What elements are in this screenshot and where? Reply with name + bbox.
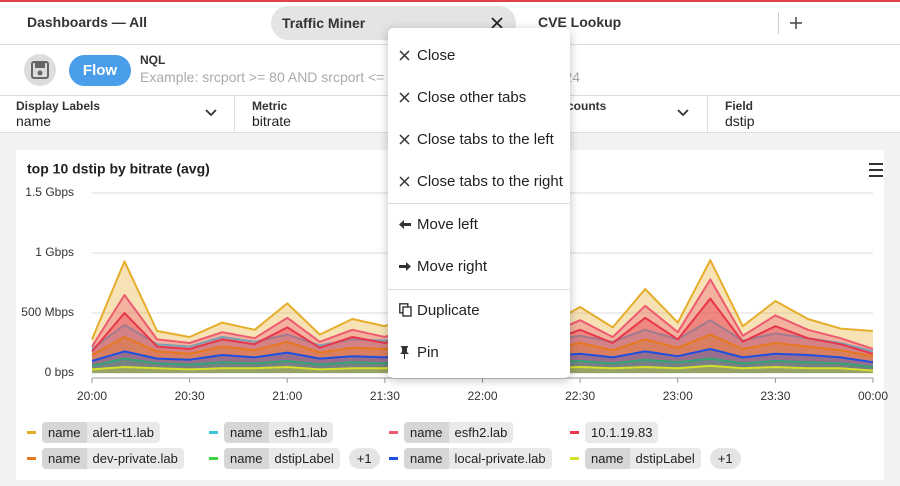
tab[interactable]: Dashboards — All bbox=[27, 14, 148, 30]
legend-label: esfh2.lab bbox=[448, 421, 514, 443]
x-tick-label: 22:30 bbox=[565, 389, 595, 403]
legend-item[interactable]: name local-private.lab bbox=[389, 447, 552, 469]
menu-item[interactable]: Close tabs to the left bbox=[388, 125, 570, 155]
series-area bbox=[92, 279, 873, 373]
legend-swatch bbox=[27, 456, 36, 460]
menu-item[interactable]: Close tabs to the right bbox=[388, 167, 570, 197]
menu-item-label: Close tabs to the left bbox=[417, 131, 554, 148]
field-label: counts bbox=[567, 99, 607, 113]
field-value: bitrate bbox=[252, 113, 291, 129]
field-value: dstip bbox=[725, 113, 755, 129]
y-tick-label: 0 bps bbox=[45, 365, 74, 379]
legend-item[interactable]: name dstipLabel +1 bbox=[570, 447, 741, 469]
field-label: Field bbox=[725, 99, 754, 113]
field[interactable]: Metric bitrate bbox=[252, 96, 532, 132]
legend-item[interactable]: name esfh1.lab bbox=[209, 421, 334, 443]
tab-label: Traffic Miner bbox=[282, 15, 366, 31]
menu-item[interactable]: Pin bbox=[388, 338, 570, 368]
legend-key: name bbox=[42, 421, 87, 443]
legend-key: name bbox=[224, 421, 269, 443]
field[interactable]: Display Labels name bbox=[16, 96, 235, 132]
query-label: NQL bbox=[140, 53, 166, 67]
legend-item[interactable]: 10.1.19.83 bbox=[570, 421, 659, 443]
chart-title: top 10 dstip by bitrate (avg) bbox=[27, 161, 210, 177]
legend-key: name bbox=[42, 447, 87, 469]
legend-key: name bbox=[585, 447, 630, 469]
menu-item-label: Move right bbox=[417, 258, 488, 275]
legend-key: name bbox=[404, 447, 449, 469]
field-value: name bbox=[16, 113, 52, 129]
new-tab[interactable] bbox=[790, 17, 802, 29]
legend-label: 10.1.19.83 bbox=[585, 421, 659, 443]
chevron bbox=[205, 109, 217, 117]
context-menu: Close Close other tabs Close tabs to the… bbox=[388, 28, 570, 378]
field[interactable]: counts bbox=[540, 96, 708, 132]
y-tick-label: 1 Gbps bbox=[35, 245, 74, 259]
menu-item-label: Duplicate bbox=[417, 302, 480, 319]
menu-item-label: Close tabs to the right bbox=[417, 173, 563, 190]
field[interactable]: Field dstip bbox=[725, 96, 885, 132]
menu-item-label: Close bbox=[417, 47, 456, 64]
chevron bbox=[677, 109, 689, 117]
menu-item[interactable]: Close bbox=[388, 41, 570, 71]
menu-item-label: Move left bbox=[417, 216, 478, 233]
legend-label: esfh1.lab bbox=[268, 421, 334, 443]
menu-item[interactable]: Close other tabs bbox=[388, 83, 570, 113]
legend-swatch bbox=[389, 456, 398, 460]
legend-swatch bbox=[570, 456, 579, 460]
menu-item-label: Pin bbox=[417, 344, 439, 361]
tab[interactable]: CVE Lookup bbox=[538, 14, 622, 30]
legend-swatch bbox=[27, 430, 36, 434]
legend-swatch bbox=[570, 430, 579, 434]
legend-label: dstipLabel bbox=[268, 447, 340, 469]
legend-label: dstipLabel bbox=[629, 447, 701, 469]
x-tick-label: 20:00 bbox=[77, 389, 107, 403]
active-tab[interactable]: Traffic Miner bbox=[271, 6, 516, 40]
legend-item[interactable]: name dev-private.lab bbox=[27, 447, 184, 469]
legend: name alert-t1.lab name esfh1.lab name esfh2.l… bbox=[27, 421, 887, 476]
y-tick-label: 500 Mbps bbox=[21, 305, 74, 319]
menu-separator bbox=[388, 203, 570, 204]
legend-swatch bbox=[209, 430, 218, 434]
x-tick-label: 22:00 bbox=[467, 389, 497, 403]
close-icon[interactable] bbox=[491, 17, 503, 29]
menu-icon[interactable] bbox=[869, 163, 883, 177]
accent-line bbox=[0, 0, 900, 2]
x-tick-label: 21:00 bbox=[272, 389, 302, 403]
flow-button[interactable]: Flow bbox=[69, 55, 131, 86]
field-label: Metric bbox=[252, 99, 288, 113]
legend-label: alert-t1.lab bbox=[86, 421, 160, 443]
legend-more[interactable]: +1 bbox=[709, 447, 741, 469]
legend-swatch bbox=[389, 430, 398, 434]
menu-item[interactable]: Move left bbox=[388, 210, 570, 240]
x-tick-label: 23:30 bbox=[760, 389, 790, 403]
legend-more[interactable]: +1 bbox=[348, 447, 380, 469]
menu-separator bbox=[388, 289, 570, 290]
menu-item-label: Close other tabs bbox=[417, 89, 527, 106]
legend-key: name bbox=[404, 421, 449, 443]
legend-item[interactable]: name esfh2.lab bbox=[389, 421, 514, 443]
x-tick-label: 21:30 bbox=[370, 389, 400, 403]
x-tick-label: 20:30 bbox=[175, 389, 205, 403]
menu-item[interactable]: Move right bbox=[388, 252, 570, 282]
separator bbox=[778, 12, 779, 34]
save-button[interactable] bbox=[24, 54, 56, 86]
field-label: Display Labels bbox=[16, 99, 101, 113]
legend-key: name bbox=[224, 447, 269, 469]
legend-item[interactable]: name dstipLabel +1 bbox=[209, 447, 380, 469]
legend-swatch bbox=[209, 456, 218, 460]
x-tick-label: 23:00 bbox=[663, 389, 693, 403]
y-tick-label: 1.5 Gbps bbox=[25, 185, 74, 199]
legend-label: local-private.lab bbox=[448, 447, 552, 469]
legend-item[interactable]: name alert-t1.lab bbox=[27, 421, 160, 443]
x-tick-label: 00:00 bbox=[858, 389, 888, 403]
menu-item[interactable]: Duplicate bbox=[388, 296, 570, 326]
legend-label: dev-private.lab bbox=[86, 447, 184, 469]
